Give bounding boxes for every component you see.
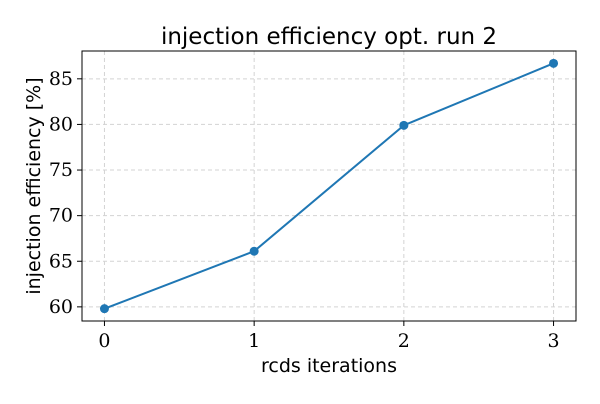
y-axis-label: injection efficiency [%] [23,77,45,294]
x-tick-label: 2 [398,330,410,352]
x-axis-label: rcds iterations [261,355,397,377]
y-tick-label: 65 [49,250,73,272]
series-line [104,62,554,310]
series [99,58,559,314]
x-tick-label: 3 [547,330,559,352]
y-tick-label: 80 [49,113,73,135]
data-point [249,246,259,256]
x-tick-label: 1 [248,330,260,352]
plot-frame [81,50,577,322]
x-tick-label: 0 [98,330,110,352]
axes [81,50,577,322]
ticks: 0 1 2 3 60 65 70 75 80 85 [49,68,560,352]
grid [82,51,576,321]
data-point [399,120,409,130]
chart-title: injection efficiency opt. run 2 [161,24,497,50]
y-tick-label: 85 [49,68,73,90]
data-point [549,58,559,68]
y-tick-label: 75 [49,159,73,181]
y-tick-label: 70 [49,205,73,227]
data-point [99,304,109,314]
y-tick-label: 60 [49,296,73,318]
